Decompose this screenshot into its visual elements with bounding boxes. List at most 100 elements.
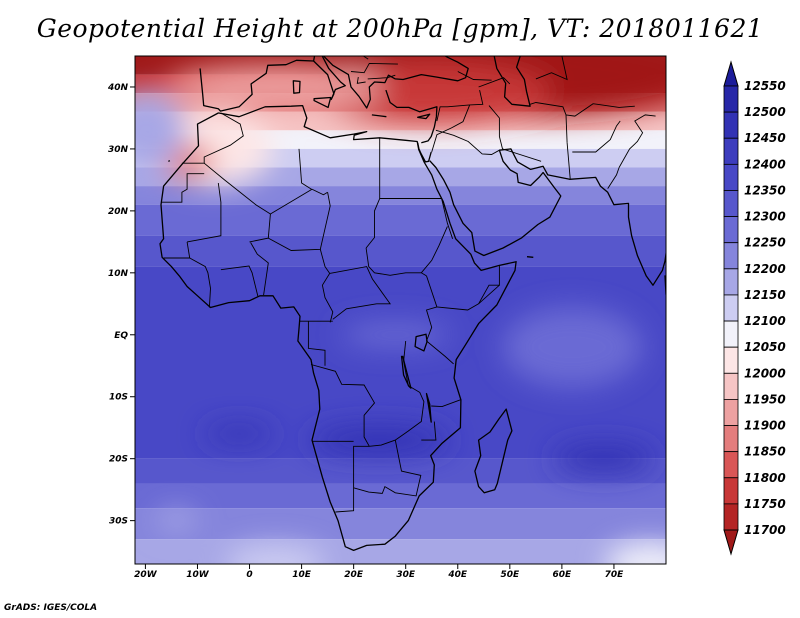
sri-lanka — [664, 275, 666, 296]
gulf-of-suez — [418, 149, 425, 162]
colorbar-segment — [723, 268, 739, 296]
lon-tick-label: 10W — [186, 570, 210, 580]
atlantic-light — [135, 90, 186, 171]
colorbar-segment — [723, 451, 739, 479]
arabia-india-coastline — [429, 148, 666, 286]
colorbar-label: 12000 — [744, 366, 786, 380]
colorbar-label: 11750 — [744, 497, 786, 511]
colorbar-label: 12100 — [744, 314, 786, 328]
lat-tick-label: 10S — [109, 393, 128, 403]
italy-coastline — [313, 56, 346, 101]
colorbar-label: 11800 — [744, 471, 786, 485]
country-border-6 — [187, 182, 222, 243]
sicily — [313, 96, 332, 109]
country-border-29 — [435, 129, 500, 155]
country-border-36 — [572, 120, 621, 153]
country-border-40 — [535, 56, 568, 81]
lat-tick-label: EQ — [114, 331, 128, 341]
map-title: Geopotential Height at 200hPa [gpm], VT:… — [36, 14, 764, 43]
madagascar-coastline — [474, 408, 513, 494]
atlantic-ridge — [204, 425, 275, 442]
colorbar-label: 12550 — [744, 79, 786, 93]
plot-frame — [134, 55, 667, 565]
colorbar-segment — [723, 294, 739, 322]
lat-tick-label: 40N — [107, 83, 129, 93]
band-12350 — [135, 235, 666, 267]
country-border-42 — [367, 74, 396, 80]
colorbar-segment — [723, 372, 739, 400]
band-12200-south — [135, 539, 666, 564]
colorbar-segment — [723, 242, 739, 270]
colorbar-label: 11900 — [744, 419, 786, 433]
country-border-10 — [329, 266, 391, 320]
map-figure: 20W 10W 0 10E 20E 30E 40E 50E 60E 70E 40N 30N 20N 10… — [107, 55, 786, 580]
country-border-21 — [189, 257, 211, 308]
caspian-coastline — [493, 56, 531, 107]
country-border-23 — [250, 242, 269, 296]
band-12300 — [135, 204, 666, 236]
lat-tick-label: 20S — [109, 455, 128, 465]
country-border-17 — [310, 364, 376, 447]
country-border-2 — [365, 137, 381, 249]
south-light-east — [605, 544, 666, 564]
canary-islands — [168, 160, 171, 162]
lon-tick-label: 20W — [134, 570, 158, 580]
colorbar-bottom-arrow — [723, 529, 739, 556]
colorbar-segment — [723, 190, 739, 217]
country-border-44 — [356, 77, 366, 84]
country-border-1 — [298, 148, 312, 190]
crete — [371, 114, 387, 118]
country-border-20 — [307, 321, 326, 366]
country-border-14 — [425, 306, 454, 365]
congo-patch — [340, 322, 451, 347]
colorbar: 12550 12500 12450 12400 12350 12300 12250 12200… — [723, 60, 786, 556]
lake-malawi — [425, 392, 432, 423]
country-border-34 — [529, 102, 568, 143]
colorbar-label: 12350 — [744, 183, 786, 197]
socotra — [526, 256, 534, 258]
lon-tick-label: 70E — [605, 570, 625, 580]
country-border-22 — [220, 265, 259, 297]
country-border-37 — [618, 114, 656, 168]
lon-tick-label: 30E — [396, 570, 416, 580]
africa-coastline — [159, 104, 517, 552]
country-border-26 — [431, 399, 461, 408]
country-border-16 — [353, 440, 422, 497]
country-border-45 — [335, 56, 369, 60]
country-border-4 — [181, 112, 244, 164]
lon-tick-label: 60E — [553, 570, 573, 580]
colorbar-segment — [723, 163, 739, 191]
country-border-31 — [431, 104, 471, 153]
colorbar-label: 12150 — [744, 288, 786, 302]
colorbar-segment — [723, 111, 739, 139]
colorbar-segment — [723, 503, 739, 531]
country-border-25 — [421, 421, 437, 441]
grads-credit: GrADS: IGES/COLA — [4, 603, 98, 613]
colorbar-segment — [723, 399, 739, 426]
country-border-33 — [566, 142, 571, 179]
geopotential-field — [135, 56, 666, 564]
colorbar-label: 11950 — [744, 392, 786, 406]
colorbar-top-arrow — [723, 60, 739, 87]
southern-ridge — [309, 426, 450, 455]
colorbar-label: 11850 — [744, 445, 786, 459]
country-border-35 — [565, 103, 635, 117]
country-border-41 — [457, 71, 492, 81]
cyprus — [417, 113, 431, 120]
europe-coastline — [199, 56, 469, 112]
country-border-9 — [319, 249, 334, 323]
sinai-coastline — [417, 142, 432, 163]
indian-ocean-patch — [502, 307, 643, 388]
colorbar-segment — [723, 477, 739, 505]
lat-tick-label: 20N — [108, 207, 129, 217]
colorbar-segment — [723, 85, 739, 113]
band-12250 — [135, 186, 666, 205]
country-border-24 — [163, 241, 191, 259]
colorbar-label: 12400 — [744, 157, 786, 171]
country-border-30 — [436, 90, 484, 122]
country-border-38 — [607, 167, 620, 189]
colorbar-label: 12200 — [744, 262, 786, 276]
colorbar-segment — [723, 425, 739, 453]
colorbar-label: 11700 — [744, 523, 786, 537]
band-12200 — [135, 167, 666, 187]
